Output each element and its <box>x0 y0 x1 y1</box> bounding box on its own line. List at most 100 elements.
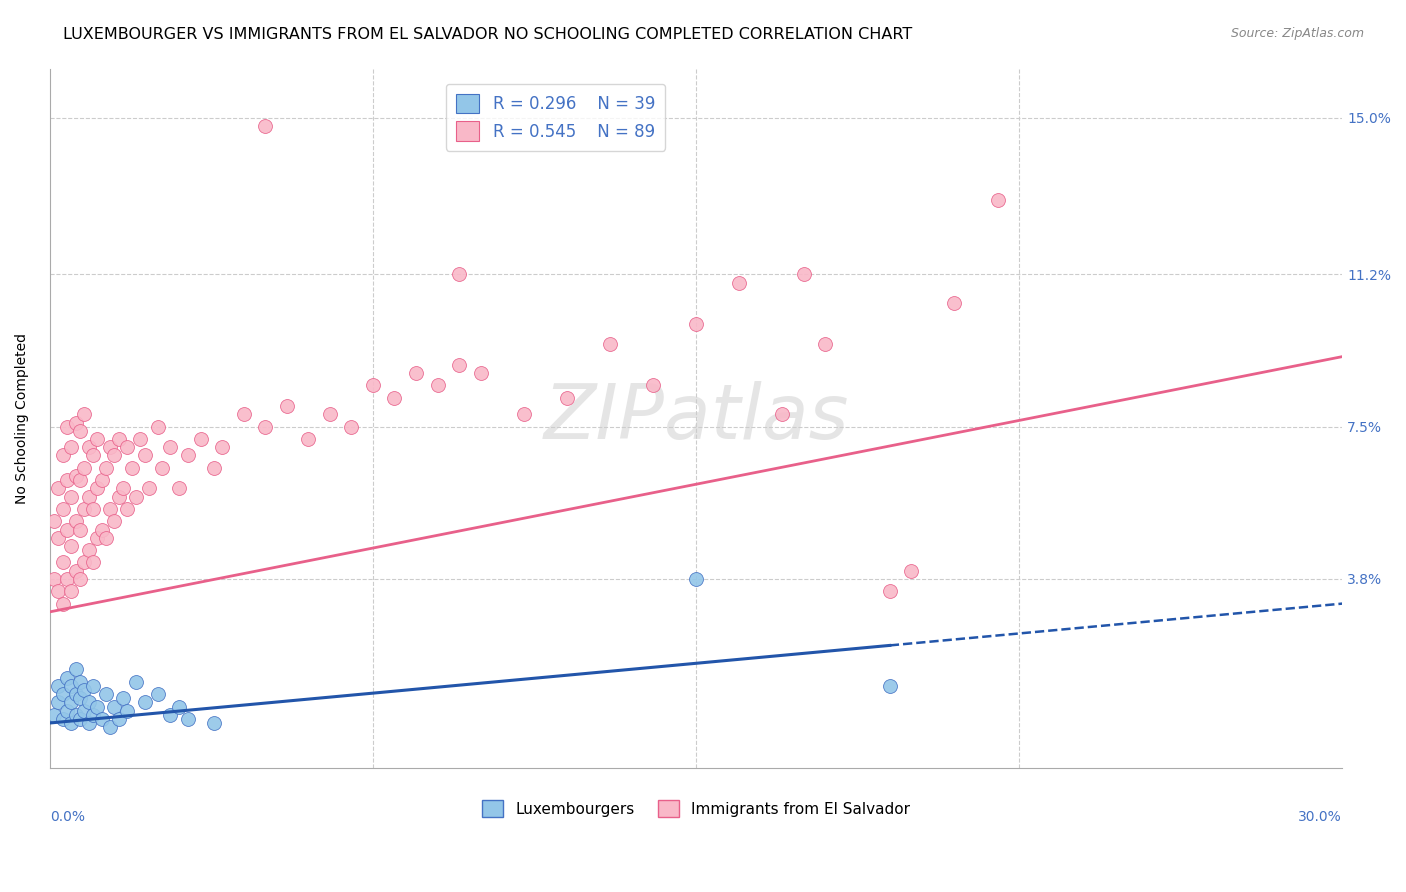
Point <box>103 699 125 714</box>
Point <box>94 531 117 545</box>
Point <box>60 695 83 709</box>
Text: LUXEMBOURGER VS IMMIGRANTS FROM EL SALVADOR NO SCHOOLING COMPLETED CORRELATION C: LUXEMBOURGER VS IMMIGRANTS FROM EL SALVA… <box>63 27 912 42</box>
Point <box>86 531 108 545</box>
Point <box>167 699 190 714</box>
Point <box>107 490 129 504</box>
Point <box>384 391 406 405</box>
Point <box>69 572 91 586</box>
Point <box>770 407 793 421</box>
Point <box>69 691 91 706</box>
Point <box>77 543 100 558</box>
Point <box>60 440 83 454</box>
Point <box>90 473 112 487</box>
Point <box>90 712 112 726</box>
Point <box>77 695 100 709</box>
Point <box>297 432 319 446</box>
Point <box>52 712 75 726</box>
Point <box>56 523 79 537</box>
Point <box>69 712 91 726</box>
Point <box>65 663 87 677</box>
Point <box>65 687 87 701</box>
Point <box>65 469 87 483</box>
Point <box>129 432 152 446</box>
Point <box>176 712 198 726</box>
Point <box>60 679 83 693</box>
Point <box>125 674 148 689</box>
Point <box>86 699 108 714</box>
Point <box>159 440 181 454</box>
Point <box>86 432 108 446</box>
Point <box>98 502 121 516</box>
Point <box>150 460 173 475</box>
Point <box>107 432 129 446</box>
Point <box>52 449 75 463</box>
Point <box>986 193 1008 207</box>
Point <box>125 490 148 504</box>
Point <box>94 687 117 701</box>
Point <box>254 119 277 133</box>
Point <box>73 683 96 698</box>
Point <box>211 440 233 454</box>
Point <box>77 716 100 731</box>
Point <box>134 695 156 709</box>
Point <box>426 378 449 392</box>
Point <box>56 473 79 487</box>
Point <box>405 366 427 380</box>
Point <box>103 514 125 528</box>
Point <box>44 514 66 528</box>
Point <box>73 502 96 516</box>
Point <box>48 679 70 693</box>
Point <box>512 407 534 421</box>
Point <box>254 419 277 434</box>
Point <box>470 366 492 380</box>
Point <box>117 440 139 454</box>
Point <box>641 378 664 392</box>
Point <box>138 481 160 495</box>
Point <box>103 449 125 463</box>
Point <box>176 449 198 463</box>
Point <box>449 358 471 372</box>
Point <box>943 296 966 310</box>
Point <box>879 679 901 693</box>
Point <box>94 460 117 475</box>
Point <box>202 716 225 731</box>
Point <box>44 707 66 722</box>
Point <box>69 473 91 487</box>
Point <box>56 419 79 434</box>
Point <box>879 584 901 599</box>
Point <box>60 490 83 504</box>
Point <box>900 564 922 578</box>
Point <box>82 449 104 463</box>
Point <box>65 707 87 722</box>
Point <box>82 679 104 693</box>
Point <box>728 276 751 290</box>
Point <box>167 481 190 495</box>
Point <box>159 707 181 722</box>
Point <box>449 268 471 282</box>
Point <box>56 704 79 718</box>
Text: 30.0%: 30.0% <box>1298 810 1343 824</box>
Point <box>685 572 707 586</box>
Point <box>202 460 225 475</box>
Point <box>77 490 100 504</box>
Point <box>685 317 707 331</box>
Point <box>48 584 70 599</box>
Point <box>56 572 79 586</box>
Point <box>319 407 342 421</box>
Point <box>65 564 87 578</box>
Point <box>69 674 91 689</box>
Point <box>77 440 100 454</box>
Point <box>82 502 104 516</box>
Point <box>86 481 108 495</box>
Text: ZIPatlas: ZIPatlas <box>543 382 849 456</box>
Point <box>90 523 112 537</box>
Point <box>814 337 837 351</box>
Point <box>190 432 212 446</box>
Point <box>48 481 70 495</box>
Point <box>56 671 79 685</box>
Point <box>69 424 91 438</box>
Point <box>112 481 135 495</box>
Point <box>73 704 96 718</box>
Legend: Luxembourgers, Immigrants from El Salvador: Luxembourgers, Immigrants from El Salvad… <box>475 794 917 823</box>
Point <box>793 268 815 282</box>
